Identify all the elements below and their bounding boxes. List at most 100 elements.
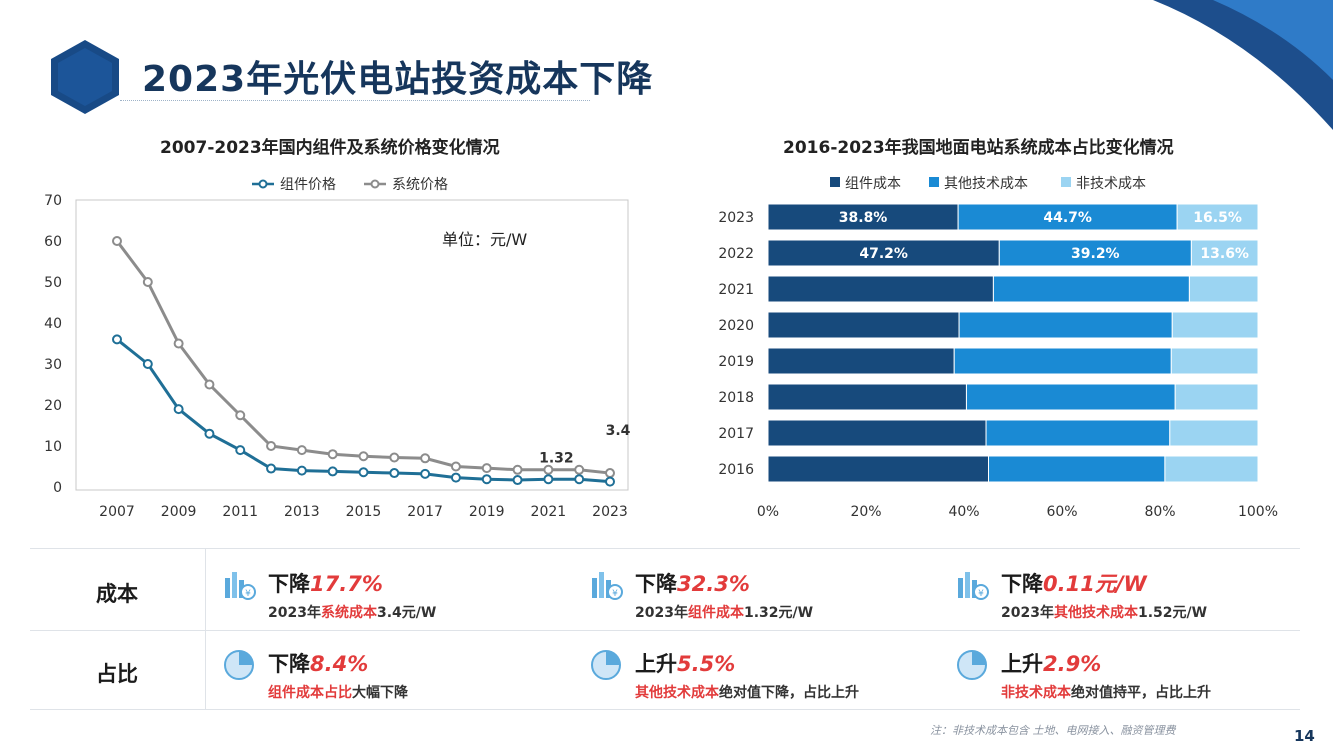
desc-suffix: 绝对值下降，占比上升 [719,685,859,701]
data-point [543,464,554,475]
cost-share-bar-chart: 组件成本 其他技术成本 非技术成本 2023 38.8% 44.7% 16.5% 2022 47… [718,176,1278,520]
data-point [512,464,523,475]
table-mid-rule [30,630,1300,631]
x-tick-label: 60% [1046,504,1077,520]
data-point [481,474,492,485]
data-label: 44.7% [1043,210,1092,226]
x-tick-label: 2013 [284,504,320,520]
desc-prefix: 2023年 [635,605,688,621]
bar-segment [1171,311,1259,339]
table-bottom-rule [30,709,1300,710]
desc-highlight: 其他技术成本 [1053,605,1138,621]
legend-label: 非技术成本 [1076,176,1146,192]
data-point [574,474,585,485]
y-tick-label: 10 [44,439,62,455]
x-tick-label: 2007 [99,504,135,520]
data-point [543,474,554,485]
y-tick-label: 70 [44,193,62,209]
change-value: 5.5% [677,652,736,676]
data-point [327,449,338,460]
x-tick-label: 0% [757,504,779,520]
bar-segment [957,203,1178,231]
table-top-rule [30,548,1300,549]
data-point [450,461,461,472]
left-chart-title: 2007-2023年国内组件及系统价格变化情况 [160,138,500,158]
data-point [235,445,246,456]
change-direction: 上升 [635,652,677,676]
bar-segment [767,203,959,231]
row-label-share: 占比 [96,662,138,686]
data-label: 16.5% [1193,210,1242,226]
legend-label: 其他技术成本 [944,176,1028,192]
x-tick-label: 40% [948,504,979,520]
bar-segment [1164,455,1259,483]
data-point [235,410,246,421]
desc-highlight: 其他技术成本 [635,685,719,701]
y-tick-label: 20 [44,398,62,414]
data-label: 38.8% [839,210,888,226]
data-point [481,463,492,474]
data-point [327,466,338,477]
data-point [512,475,523,486]
bar-segment [958,311,1173,339]
data-label: 47.2% [859,246,908,262]
category-label: 2018 [718,390,754,406]
x-tick-label: 100% [1238,504,1278,520]
building-cost-icon: ¥ [592,572,623,600]
svg-text:¥: ¥ [612,589,618,599]
title-underline [120,100,590,101]
legend-swatch [929,177,939,187]
corner-decoration [1153,0,1333,130]
change-direction: 上升 [1001,652,1043,676]
data-point [420,468,431,479]
desc-highlight: 组件成本 [687,605,744,621]
building-cost-icon: ¥ [225,572,256,600]
data-label: 39.2% [1071,246,1120,262]
data-point [389,452,400,463]
data-point [389,468,400,479]
desc-prefix: 2023年 [268,605,321,621]
bar-segment [1174,383,1259,411]
x-tick-label: 2023 [592,504,628,520]
bar-segment [767,347,955,375]
y-tick-label: 60 [44,234,62,250]
plot-frame [75,199,629,491]
data-point [358,467,369,478]
bar-segment [1170,347,1259,375]
hexagon-logo-icon [51,40,119,114]
bar-segment [767,455,989,483]
x-tick-label: 2011 [222,504,258,520]
desc-suffix: 3.4元/W [376,605,437,621]
y-tick-label: 0 [53,480,62,496]
summary-cell: ¥ 下降0.11元/W 2023年其他技术成本1.52元/W [955,566,1295,636]
data-point [574,464,585,475]
bar-segment [1169,419,1259,447]
legend-swatch [1061,177,1071,187]
change-direction: 下降 [635,572,677,596]
summary-cell: 下降8.4% 组件成本占比大幅下降 [222,646,562,716]
desc-prefix: 2023年 [1001,605,1054,621]
bar-segment [1190,239,1259,267]
legend-swatch [830,177,840,187]
desc-suffix: 1.52元/W [1137,605,1208,621]
change-value: 2.9% [1043,652,1102,676]
change-direction: 下降 [268,572,310,596]
data-point [142,277,153,287]
category-label: 2022 [718,246,754,262]
bar-segment [767,383,967,411]
category-label: 2020 [718,318,754,334]
data-point [358,451,369,462]
legend-label: 组件成本 [845,176,901,192]
data-point [204,428,215,439]
x-tick-label: 20% [850,504,881,520]
desc-suffix: 大幅下降 [352,685,408,701]
price-line-chart: 0 10 20 30 40 50 60 70 2007 2009 2011 2013 2015 2017 2… [44,177,630,520]
summary-cell: 上升5.5% 其他技术成本绝对值下降，占比上升 [589,646,929,716]
desc-suffix: 绝对值持平，占比上升 [1071,685,1211,701]
legend-label: 组件价格 [280,177,336,193]
data-point [142,359,153,369]
desc-highlight: 系统成本 [320,605,377,621]
x-tick-label: 2021 [531,504,567,520]
bar-segment [985,419,1171,447]
change-value: 17.7% [310,572,383,596]
